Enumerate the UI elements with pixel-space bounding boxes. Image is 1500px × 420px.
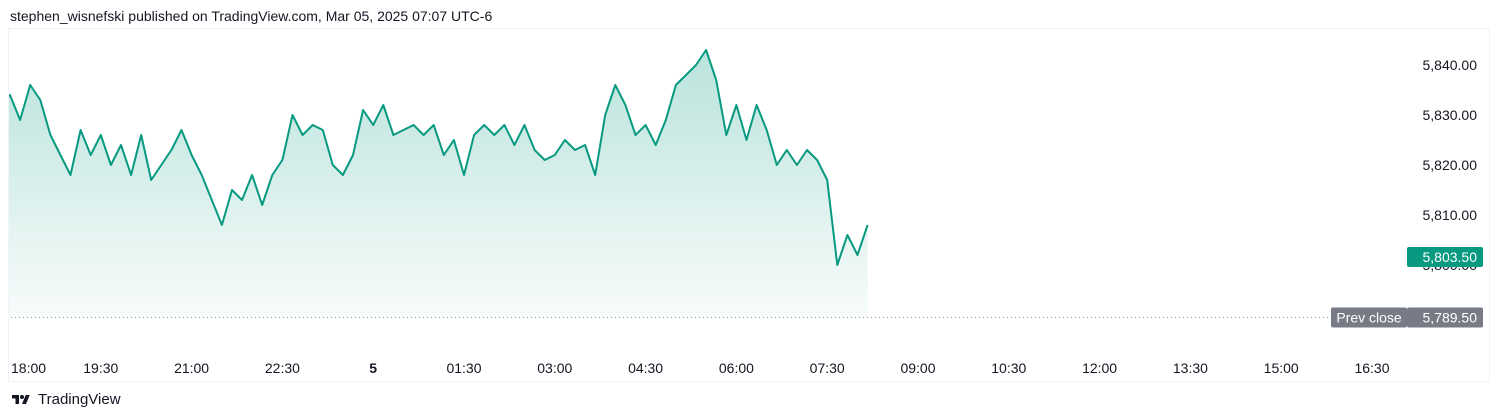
x-tick-label: 03:00 (537, 360, 572, 376)
x-tick-label: 01:30 (446, 360, 481, 376)
price-area (9, 50, 868, 318)
prev-close-value-badge (1407, 307, 1483, 328)
x-tick-label: 16:30 (1354, 360, 1389, 376)
x-tick-label: 19:30 (83, 360, 118, 376)
y-tick-label: 5,810.00 (1423, 207, 1478, 223)
last-price-label: 5,803.50 (1423, 249, 1478, 265)
last-price-badge (1407, 247, 1483, 267)
x-tick-label: 13:30 (1173, 360, 1208, 376)
brand-name: TradingView (38, 391, 121, 408)
x-tick-label: 21:00 (174, 360, 209, 376)
x-tick-label: 06:00 (719, 360, 754, 376)
prev-close-badge (1331, 307, 1407, 328)
publish-info: stephen_wisnefski published on TradingVi… (10, 8, 493, 24)
y-tick-label: 5,840.00 (1423, 57, 1478, 73)
x-tick-label: 15:00 (1264, 360, 1299, 376)
x-tick-label: 18:00 (11, 360, 46, 376)
x-tick-label: 10:30 (991, 360, 1026, 376)
x-tick-label: 09:00 (900, 360, 935, 376)
price-chart[interactable]: 5,840.005,830.005,820.005,810.005,800.00… (9, 29, 1489, 381)
x-tick-label: 22:30 (265, 360, 300, 376)
x-tick-label: 12:00 (1082, 360, 1117, 376)
tradingview-logo-icon (12, 394, 30, 404)
prev-close-value-label: 5,789.50 (1423, 310, 1478, 326)
prev-close-label: Prev close (1336, 310, 1402, 326)
y-tick-label: 5,820.00 (1423, 157, 1478, 173)
x-tick-label: 5 (369, 360, 377, 376)
x-tick-label: 04:30 (628, 360, 663, 376)
price-line (9, 49, 869, 266)
x-tick-label: 07:30 (810, 360, 845, 376)
footer-brand[interactable]: TradingView (10, 391, 121, 408)
y-tick-label: 5,830.00 (1423, 107, 1478, 123)
chart-panel[interactable]: 5,840.005,830.005,820.005,810.005,800.00… (8, 28, 1490, 382)
